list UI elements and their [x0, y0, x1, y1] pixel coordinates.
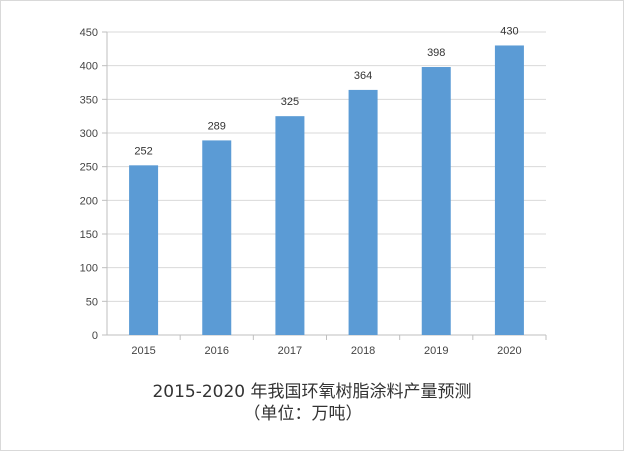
- x-tick-label: 2018: [351, 345, 375, 357]
- data-label: 364: [354, 70, 372, 82]
- chart-subtitle: （单位：万吨）: [243, 404, 363, 424]
- data-label: 430: [500, 25, 518, 37]
- y-tick-label: 0: [92, 330, 98, 342]
- y-axis-ticks: 0 50 100 150 200 250 300 350 400 450: [80, 27, 98, 342]
- x-axis-ticks: 2015 2016 2017 2018 2019 2020: [131, 345, 521, 357]
- y-tick-label: 250: [80, 162, 98, 174]
- bar: [202, 140, 232, 335]
- bars: [129, 45, 524, 336]
- gridlines: [102, 31, 547, 340]
- y-tick-label: 300: [80, 128, 98, 140]
- data-label: 289: [208, 120, 226, 132]
- y-tick-label: 100: [80, 263, 98, 275]
- y-tick-label: 350: [80, 94, 98, 106]
- data-label: 325: [281, 96, 299, 108]
- x-tick-label: 2015: [131, 345, 155, 357]
- x-tick-label: 2019: [424, 345, 448, 357]
- chart-title: 2015-2020 年我国环氧树脂涂料产量预测: [152, 382, 472, 402]
- bar: [129, 165, 159, 335]
- data-label: 398: [427, 47, 445, 59]
- bar: [494, 45, 524, 335]
- y-tick-label: 200: [80, 195, 98, 207]
- x-tick-label: 2020: [497, 345, 521, 357]
- chart-title-block: 2015-2020 年我国环氧树脂涂料产量预测 （单位：万吨）: [1, 381, 623, 425]
- bar-chart: 0 50 100 150 200 250 300 350 400 450 252 289 325 364…: [80, 25, 547, 357]
- y-tick-label: 400: [80, 61, 98, 73]
- x-tick-label: 2017: [278, 345, 302, 357]
- bar: [275, 116, 305, 336]
- x-tick-label: 2016: [205, 345, 229, 357]
- data-label: 252: [134, 145, 152, 157]
- y-tick-label: 450: [80, 27, 98, 39]
- y-tick-label: 150: [80, 229, 98, 241]
- bar: [348, 89, 378, 335]
- bar: [421, 67, 451, 335]
- data-labels: 252 289 325 364 398 430: [134, 25, 518, 157]
- y-tick-label: 50: [86, 296, 98, 308]
